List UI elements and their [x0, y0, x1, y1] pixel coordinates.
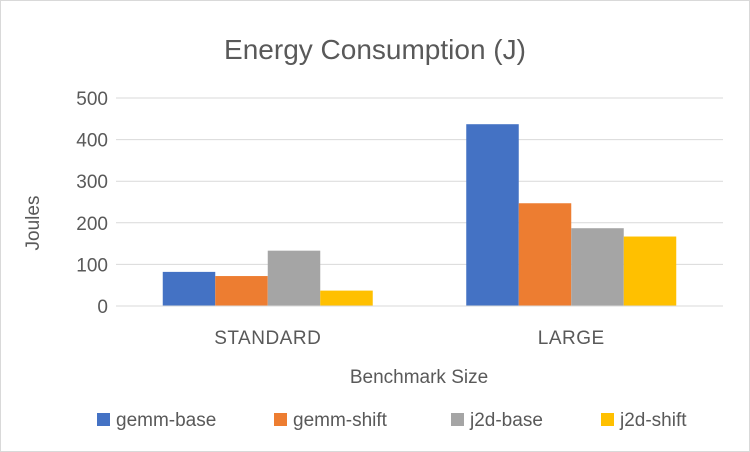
bars	[162, 124, 677, 306]
legend-swatch	[601, 413, 614, 426]
x-category-label: STANDARD	[214, 328, 321, 349]
x-category-label: LARGE	[538, 328, 605, 349]
bar-gemm-shift-standard	[215, 276, 268, 306]
legend-swatch	[451, 413, 464, 426]
legend-label: gemm-shift	[293, 410, 388, 431]
legend-swatch	[274, 413, 287, 426]
bar-gemm-base-standard	[162, 271, 216, 306]
y-tick-label: 500	[76, 89, 108, 110]
x-axis-title: Benchmark Size	[350, 367, 488, 388]
legend: gemm-base gemm-shift j2d-base j2d-shift	[97, 410, 687, 431]
bar-gemm-shift-large	[518, 203, 572, 306]
y-axis-title: Joules	[23, 196, 44, 251]
bar-j2d-base-standard	[267, 250, 321, 306]
bar-j2d-shift-standard	[320, 290, 373, 306]
y-tick-label: 0	[97, 297, 108, 318]
legend-swatch	[97, 413, 110, 426]
y-tick-label: 400	[76, 131, 108, 152]
legend-label: j2d-shift	[619, 410, 687, 431]
legend-label: j2d-base	[469, 410, 543, 431]
y-tick-label: 200	[76, 214, 108, 235]
y-tick-label: 100	[76, 255, 108, 276]
bar-gemm-base-large	[466, 124, 519, 306]
bar-j2d-base-large	[571, 228, 624, 306]
y-tick-label: 300	[76, 172, 108, 193]
legend-label: gemm-base	[116, 410, 216, 431]
chart-title: Energy Consumption (J)	[224, 34, 526, 65]
y-axis-ticks: 0 100 200 300 400 500	[76, 89, 108, 318]
x-axis-categories: STANDARD LARGE	[214, 328, 605, 349]
bar-j2d-shift-large	[623, 236, 677, 306]
